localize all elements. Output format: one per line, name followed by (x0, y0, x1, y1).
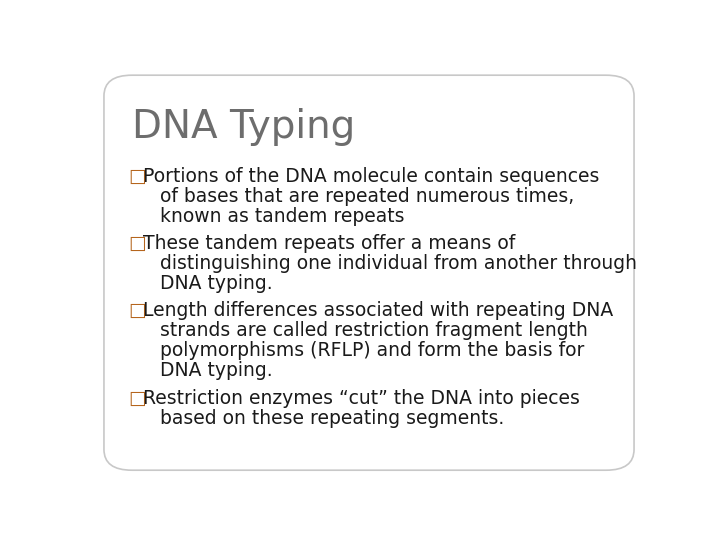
Text: □: □ (128, 301, 145, 320)
Text: Restriction enzymes “cut” the DNA into pieces: Restriction enzymes “cut” the DNA into p… (143, 389, 580, 408)
FancyBboxPatch shape (104, 75, 634, 470)
Text: □: □ (128, 234, 145, 253)
Text: polymorphisms (RFLP) and form the basis for: polymorphisms (RFLP) and form the basis … (160, 341, 584, 360)
Text: DNA Typing: DNA Typing (132, 109, 355, 146)
Text: of bases that are repeated numerous times,: of bases that are repeated numerous time… (160, 187, 574, 206)
Text: DNA typing.: DNA typing. (160, 361, 272, 380)
Text: DNA typing.: DNA typing. (160, 274, 272, 293)
Text: □: □ (128, 389, 145, 408)
Text: Length differences associated with repeating DNA: Length differences associated with repea… (143, 301, 613, 320)
Text: These tandem repeats offer a means of: These tandem repeats offer a means of (143, 234, 516, 253)
Text: Portions of the DNA molecule contain sequences: Portions of the DNA molecule contain seq… (143, 167, 599, 186)
Text: distinguishing one individual from another through: distinguishing one individual from anoth… (160, 254, 636, 273)
Text: □: □ (128, 167, 145, 186)
Text: based on these repeating segments.: based on these repeating segments. (160, 409, 504, 428)
Text: strands are called restriction fragment length: strands are called restriction fragment … (160, 321, 588, 340)
Text: known as tandem repeats: known as tandem repeats (160, 207, 404, 226)
